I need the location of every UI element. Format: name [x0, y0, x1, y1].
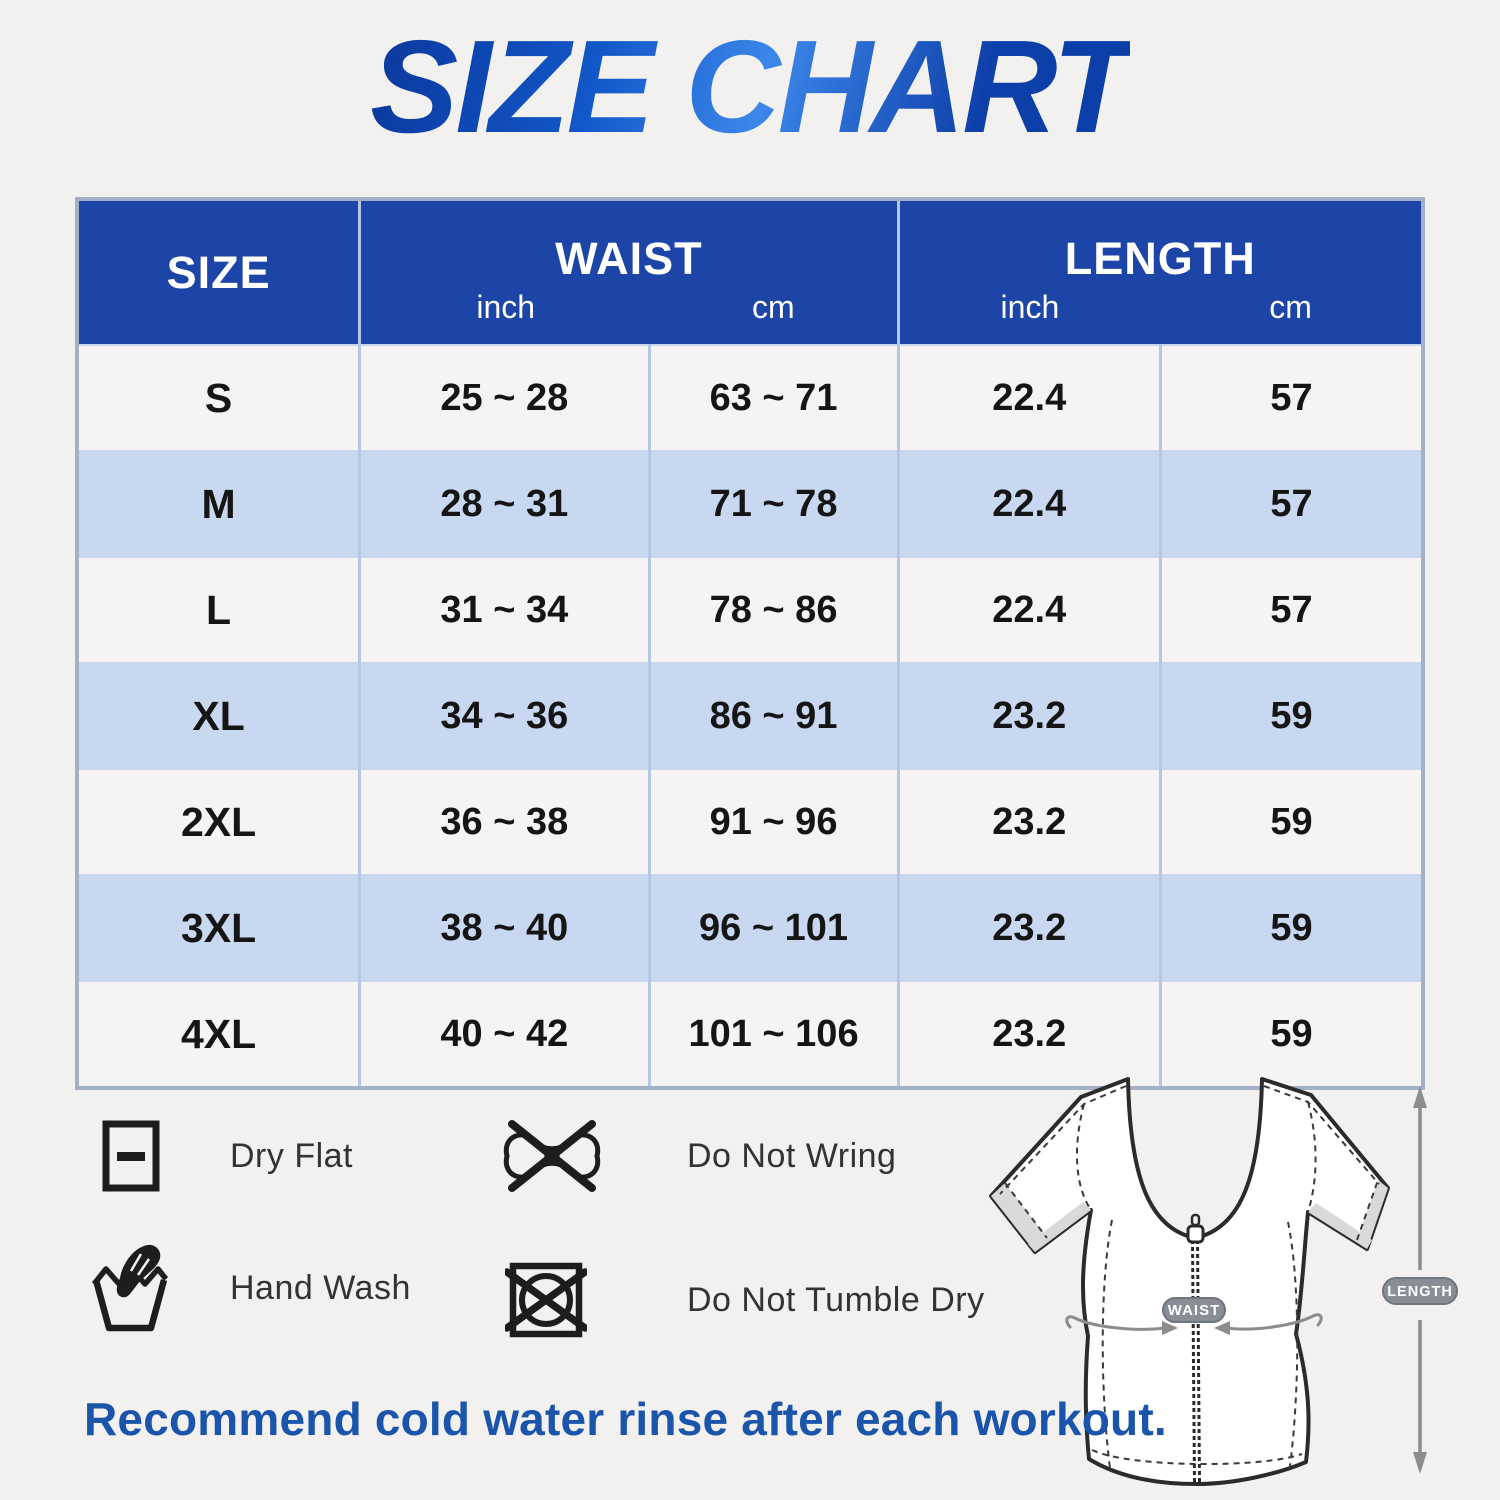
cell-size: XL — [77, 662, 360, 769]
header-length-units: inch cm — [900, 289, 1421, 326]
cell-length-inch: 22.4 — [896, 344, 1161, 451]
size-table-header: SIZE WAIST inch cm LENGTH inch cm — [77, 199, 1423, 345]
cell-length-cm: 59 — [1159, 874, 1423, 981]
garment-diagram: WAIST LENGTH — [989, 1077, 1458, 1486]
sleeve-shade-right2 — [1308, 1203, 1372, 1249]
cell-waist-inch: 28 ~ 31 — [358, 450, 650, 557]
cell-waist-inch: 31 ~ 34 — [358, 556, 650, 663]
cell-waist-inch: 36 ~ 38 — [358, 768, 650, 875]
cell-size: 2XL — [77, 768, 360, 875]
cell-length-inch: 23.2 — [896, 662, 1161, 769]
header-row: SIZE WAIST inch cm LENGTH inch cm — [77, 199, 1423, 345]
cell-waist-cm: 101 ~ 106 — [647, 980, 899, 1088]
header-waist-cm-label: cm — [752, 289, 795, 325]
sleeve-shade-right — [1357, 1180, 1388, 1249]
cell-waist-inch: 40 ~ 42 — [358, 980, 650, 1088]
zipper-slider — [1186, 1224, 1205, 1244]
do-not-tumble-dry-icon — [505, 1262, 587, 1338]
header-waist-units: inch cm — [361, 289, 896, 326]
header-waist: WAIST inch cm — [358, 199, 899, 345]
cell-length-cm: 59 — [1159, 768, 1423, 875]
care-label: Do Not Tumble Dry — [687, 1280, 985, 1319]
care-item-hand-wash: Hand Wash — [92, 1242, 411, 1334]
table-row-2xl: 2XL 36 ~ 38 91 ~ 96 23.2 59 — [77, 768, 1423, 875]
length-pill-label: LENGTH — [1387, 1284, 1453, 1300]
care-item-do-not-wring: Do Not Wring — [500, 1120, 896, 1192]
cell-length-cm: 57 — [1159, 344, 1423, 451]
cell-waist-inch: 34 ~ 36 — [358, 662, 650, 769]
header-length: LENGTH inch cm — [896, 199, 1423, 345]
sleeve-shade-left2 — [1028, 1202, 1091, 1252]
cell-length-cm: 59 — [1159, 980, 1423, 1088]
header-length-inch-label: inch — [1000, 289, 1060, 325]
header-length-cm-label: cm — [1269, 289, 1312, 325]
hand-wash-icon — [92, 1244, 168, 1332]
cell-waist-cm: 91 ~ 96 — [647, 768, 899, 875]
size-table-body: S 25 ~ 28 63 ~ 71 22.4 57 M 28 ~ 31 71 ~… — [77, 344, 1423, 1088]
care-item-dry-flat: Dry Flat — [102, 1120, 353, 1192]
seam-lines — [999, 1085, 1380, 1469]
dry-flat-icon — [102, 1120, 160, 1192]
care-item-do-not-tumble-dry: Do Not Tumble Dry — [505, 1258, 985, 1342]
do-not-wring-icon — [503, 1120, 601, 1192]
header-size-label: SIZE — [166, 246, 271, 298]
cell-length-inch: 23.2 — [896, 768, 1161, 875]
cell-waist-cm: 86 ~ 91 — [647, 662, 899, 769]
cell-length-inch: 22.4 — [896, 450, 1161, 557]
cell-size: 3XL — [77, 874, 360, 981]
garment-outline — [989, 1077, 1390, 1486]
cell-length-cm: 57 — [1159, 556, 1423, 663]
length-arrow: LENGTH — [1382, 1086, 1458, 1474]
cell-length-cm: 57 — [1159, 450, 1423, 557]
cell-size: 4XL — [77, 980, 360, 1088]
cell-size: M — [77, 450, 360, 557]
waist-pill-label: WAIST — [1168, 1302, 1221, 1319]
cell-size: L — [77, 556, 360, 663]
zipper-pull — [1190, 1213, 1201, 1227]
cell-length-inch: 23.2 — [896, 874, 1161, 981]
cell-waist-inch: 25 ~ 28 — [358, 344, 650, 451]
table-row-s: S 25 ~ 28 63 ~ 71 22.4 57 — [77, 344, 1423, 451]
page-title: SIZE CHART — [0, 17, 1500, 157]
page-title-text: SIZE CHART — [370, 13, 1133, 160]
table-row-3xl: 3XL 38 ~ 40 96 ~ 101 23.2 59 — [77, 874, 1423, 981]
table-row-4xl: 4XL 40 ~ 42 101 ~ 106 23.2 59 — [77, 980, 1423, 1088]
care-label: Do Not Wring — [687, 1136, 897, 1175]
cell-waist-inch: 38 ~ 40 — [358, 874, 650, 981]
cell-length-inch: 22.4 — [896, 556, 1161, 663]
size-table: SIZE WAIST inch cm LENGTH inch cm — [75, 197, 1425, 1090]
zipper-center — [1194, 1239, 1198, 1483]
care-label: Dry Flat — [230, 1136, 353, 1175]
cell-waist-cm: 71 ~ 78 — [647, 450, 899, 557]
table-row-m: M 28 ~ 31 71 ~ 78 22.4 57 — [77, 450, 1423, 557]
cell-waist-cm: 96 ~ 101 — [647, 874, 899, 981]
sleeve-shade-left — [991, 1183, 1047, 1252]
header-waist-inch-label: inch — [476, 289, 536, 325]
table-row-l: L 31 ~ 34 78 ~ 86 22.4 57 — [77, 556, 1423, 663]
cell-waist-cm: 78 ~ 86 — [647, 556, 899, 663]
waist-arrows: WAIST — [1065, 1297, 1323, 1335]
care-note: Recommend cold water rinse after each wo… — [84, 1393, 1167, 1445]
cell-length-inch: 23.2 — [896, 980, 1161, 1088]
cell-length-cm: 59 — [1159, 662, 1423, 769]
care-label: Hand Wash — [230, 1268, 411, 1307]
cell-size: S — [77, 344, 360, 451]
header-size: SIZE — [77, 199, 360, 345]
header-waist-label: WAIST — [555, 233, 703, 284]
cell-waist-cm: 63 ~ 71 — [647, 344, 899, 451]
table-row-xl: XL 34 ~ 36 86 ~ 91 23.2 59 — [77, 662, 1423, 769]
header-length-label: LENGTH — [1064, 233, 1256, 284]
